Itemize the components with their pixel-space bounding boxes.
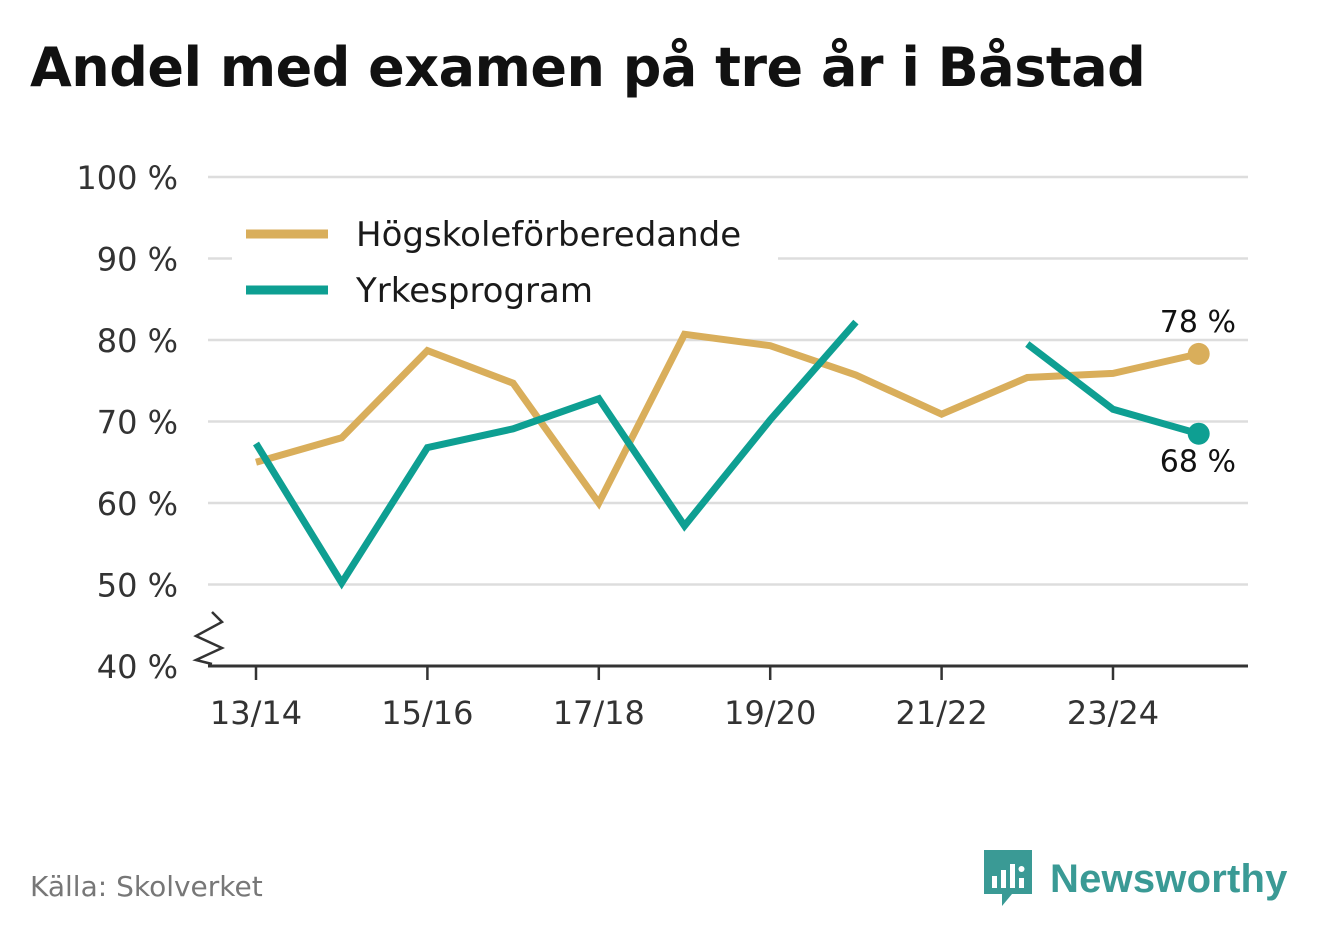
y-tick-label: 70 % [97, 404, 178, 442]
series-line-yrkesprogram [1025, 341, 1200, 438]
y-tick-label: 90 % [97, 241, 178, 279]
newsworthy-bar-chart-icon [984, 850, 1032, 906]
y-tick-label: 40 % [97, 648, 178, 686]
y-tick-label: 50 % [97, 567, 178, 605]
legend-label: Högskoleförberedande [356, 215, 741, 255]
series-line-yrkesprogram [253, 319, 859, 590]
end-point-marker [1187, 342, 1210, 365]
x-tick-label: 21/22 [895, 694, 987, 732]
x-tick-label: 13/14 [210, 694, 302, 732]
axis-break-mark [192, 611, 225, 666]
x-tick-label: 17/18 [553, 694, 645, 732]
newsworthy-logo: Newsworthy [980, 848, 1288, 910]
legend-label: Yrkesprogram [355, 271, 593, 311]
end-value-label: 68 % [1160, 445, 1236, 480]
y-axis-ticks: 40 % 50 % 60 % 70 % 80 % 90 % 100 % [76, 159, 178, 686]
logo-wordmark: Newsworthy [1050, 856, 1288, 901]
y-tick-label: 60 % [97, 485, 178, 523]
source-note: Källa: Skolverket [30, 870, 263, 903]
x-tick-label: 15/16 [381, 694, 473, 732]
x-tick-label: 23/24 [1067, 694, 1159, 732]
y-tick-label: 80 % [97, 322, 178, 360]
series-lines [253, 319, 1210, 590]
chart-title: Andel med examen på tre år i Båstad [30, 36, 1146, 99]
legend: Högskoleförberedande Yrkesprogram [232, 205, 778, 325]
legend-background [232, 205, 778, 325]
end-labels: 78 % 68 % [1157, 302, 1239, 483]
x-axis-ticks: 13/14 15/16 17/18 19/20 21/22 23/24 [210, 666, 1159, 732]
end-value-label: 78 % [1160, 305, 1236, 340]
y-tick-label: 100 % [76, 159, 178, 197]
end-point-marker [1187, 422, 1210, 445]
x-axis [192, 611, 1248, 668]
series-line-hogskoleforberedande [255, 330, 1200, 510]
x-tick-label: 19/20 [724, 694, 816, 732]
